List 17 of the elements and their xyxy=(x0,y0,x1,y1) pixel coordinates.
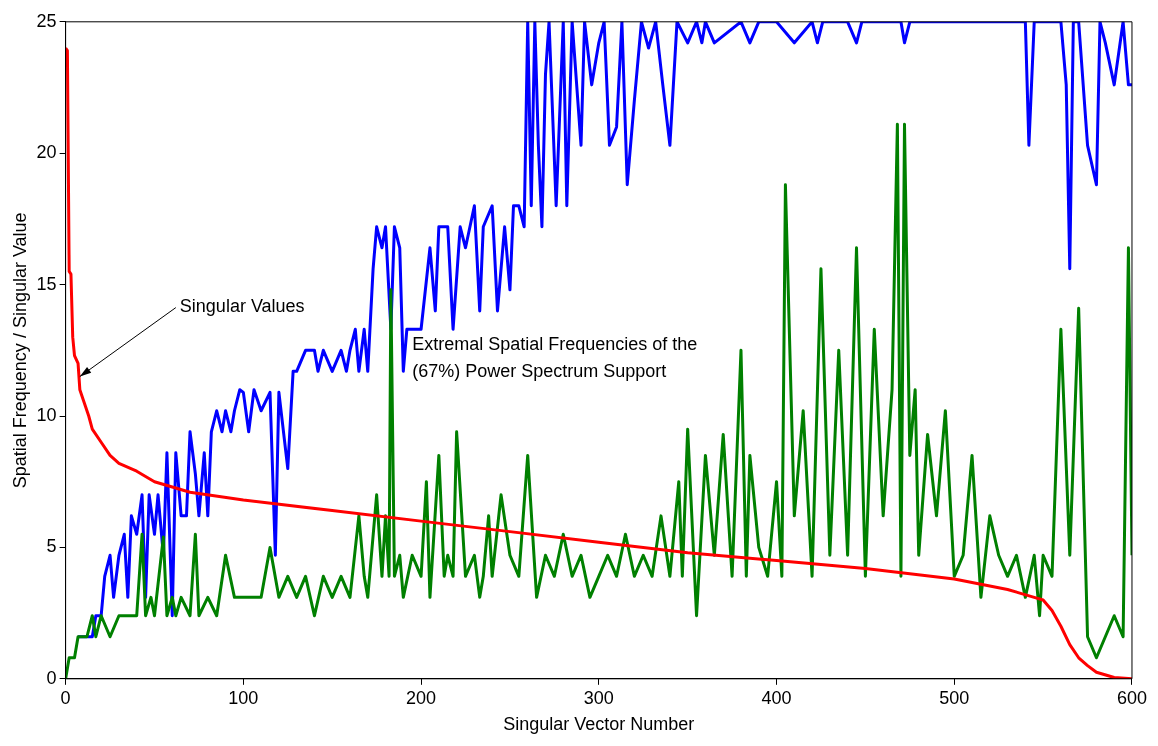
y-tick-label: 25 xyxy=(36,10,57,31)
y-tick-label: 10 xyxy=(36,404,57,425)
y-tick-label: 20 xyxy=(36,142,57,163)
y-tick-label: 0 xyxy=(46,667,57,688)
x-tick-label: 0 xyxy=(60,687,71,708)
x-tick-label: 200 xyxy=(406,687,437,708)
x-tick-label: 300 xyxy=(583,687,614,708)
y-tick-label: 15 xyxy=(36,273,57,294)
x-tick-label: 400 xyxy=(761,687,792,708)
y-tick-label: 5 xyxy=(46,536,57,557)
y-axis-title: Spatial Frequency / Singular Value xyxy=(9,212,30,489)
x-tick-label: 600 xyxy=(1116,687,1148,708)
x-axis-title: Singular Vector Number xyxy=(503,714,695,735)
x-tick-label: 500 xyxy=(939,687,970,708)
annotation: Extremal Spatial Frequencies of the (67%) Power Spectrum Support xyxy=(412,334,698,382)
x-tick-label: 100 xyxy=(228,687,259,708)
annotation: Singular Values xyxy=(179,295,305,316)
